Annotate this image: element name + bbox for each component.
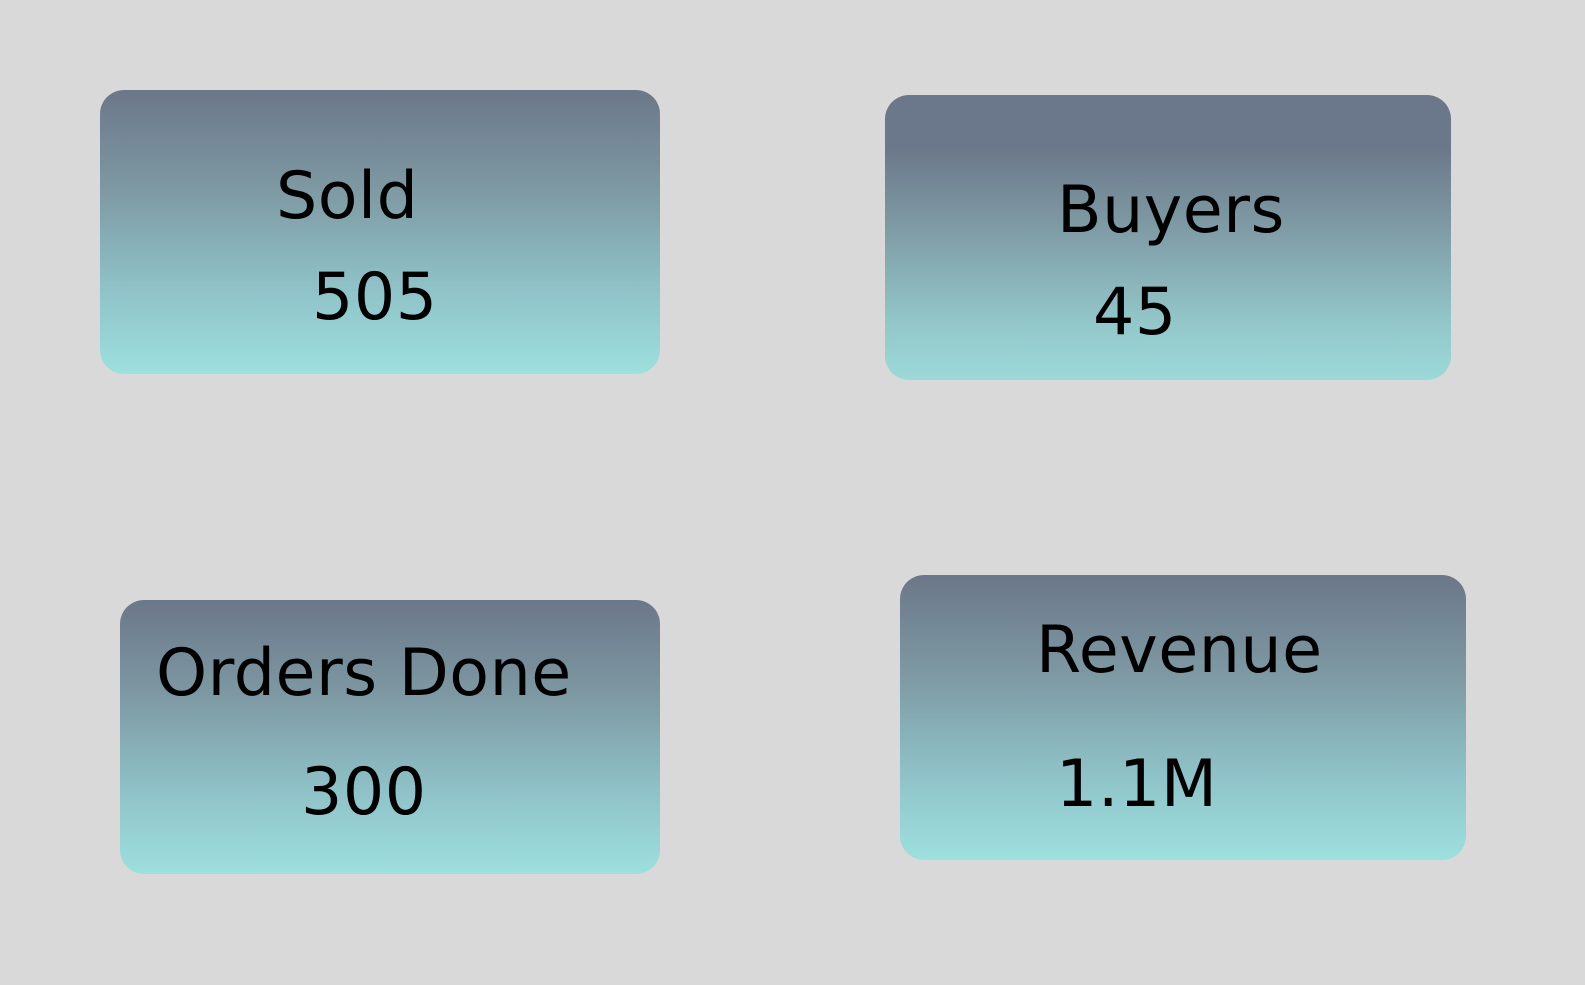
stat-card-sold: Sold 505 <box>100 90 660 374</box>
stat-value-revenue: 1.1M <box>1056 747 1218 822</box>
stat-label-revenue: Revenue <box>1036 613 1323 688</box>
stat-value-sold: 505 <box>312 260 438 335</box>
stat-label-orders-done: Orders Done <box>156 636 572 711</box>
stat-card-buyers: Buyers 45 <box>885 95 1451 380</box>
stat-card-revenue: Revenue 1.1M <box>900 575 1466 860</box>
stat-value-orders-done: 300 <box>301 755 427 830</box>
stat-value-buyers: 45 <box>1093 275 1177 350</box>
stat-card-orders-done: Orders Done 300 <box>120 600 660 874</box>
stat-label-buyers: Buyers <box>1057 173 1285 248</box>
stat-label-sold: Sold <box>276 159 419 234</box>
